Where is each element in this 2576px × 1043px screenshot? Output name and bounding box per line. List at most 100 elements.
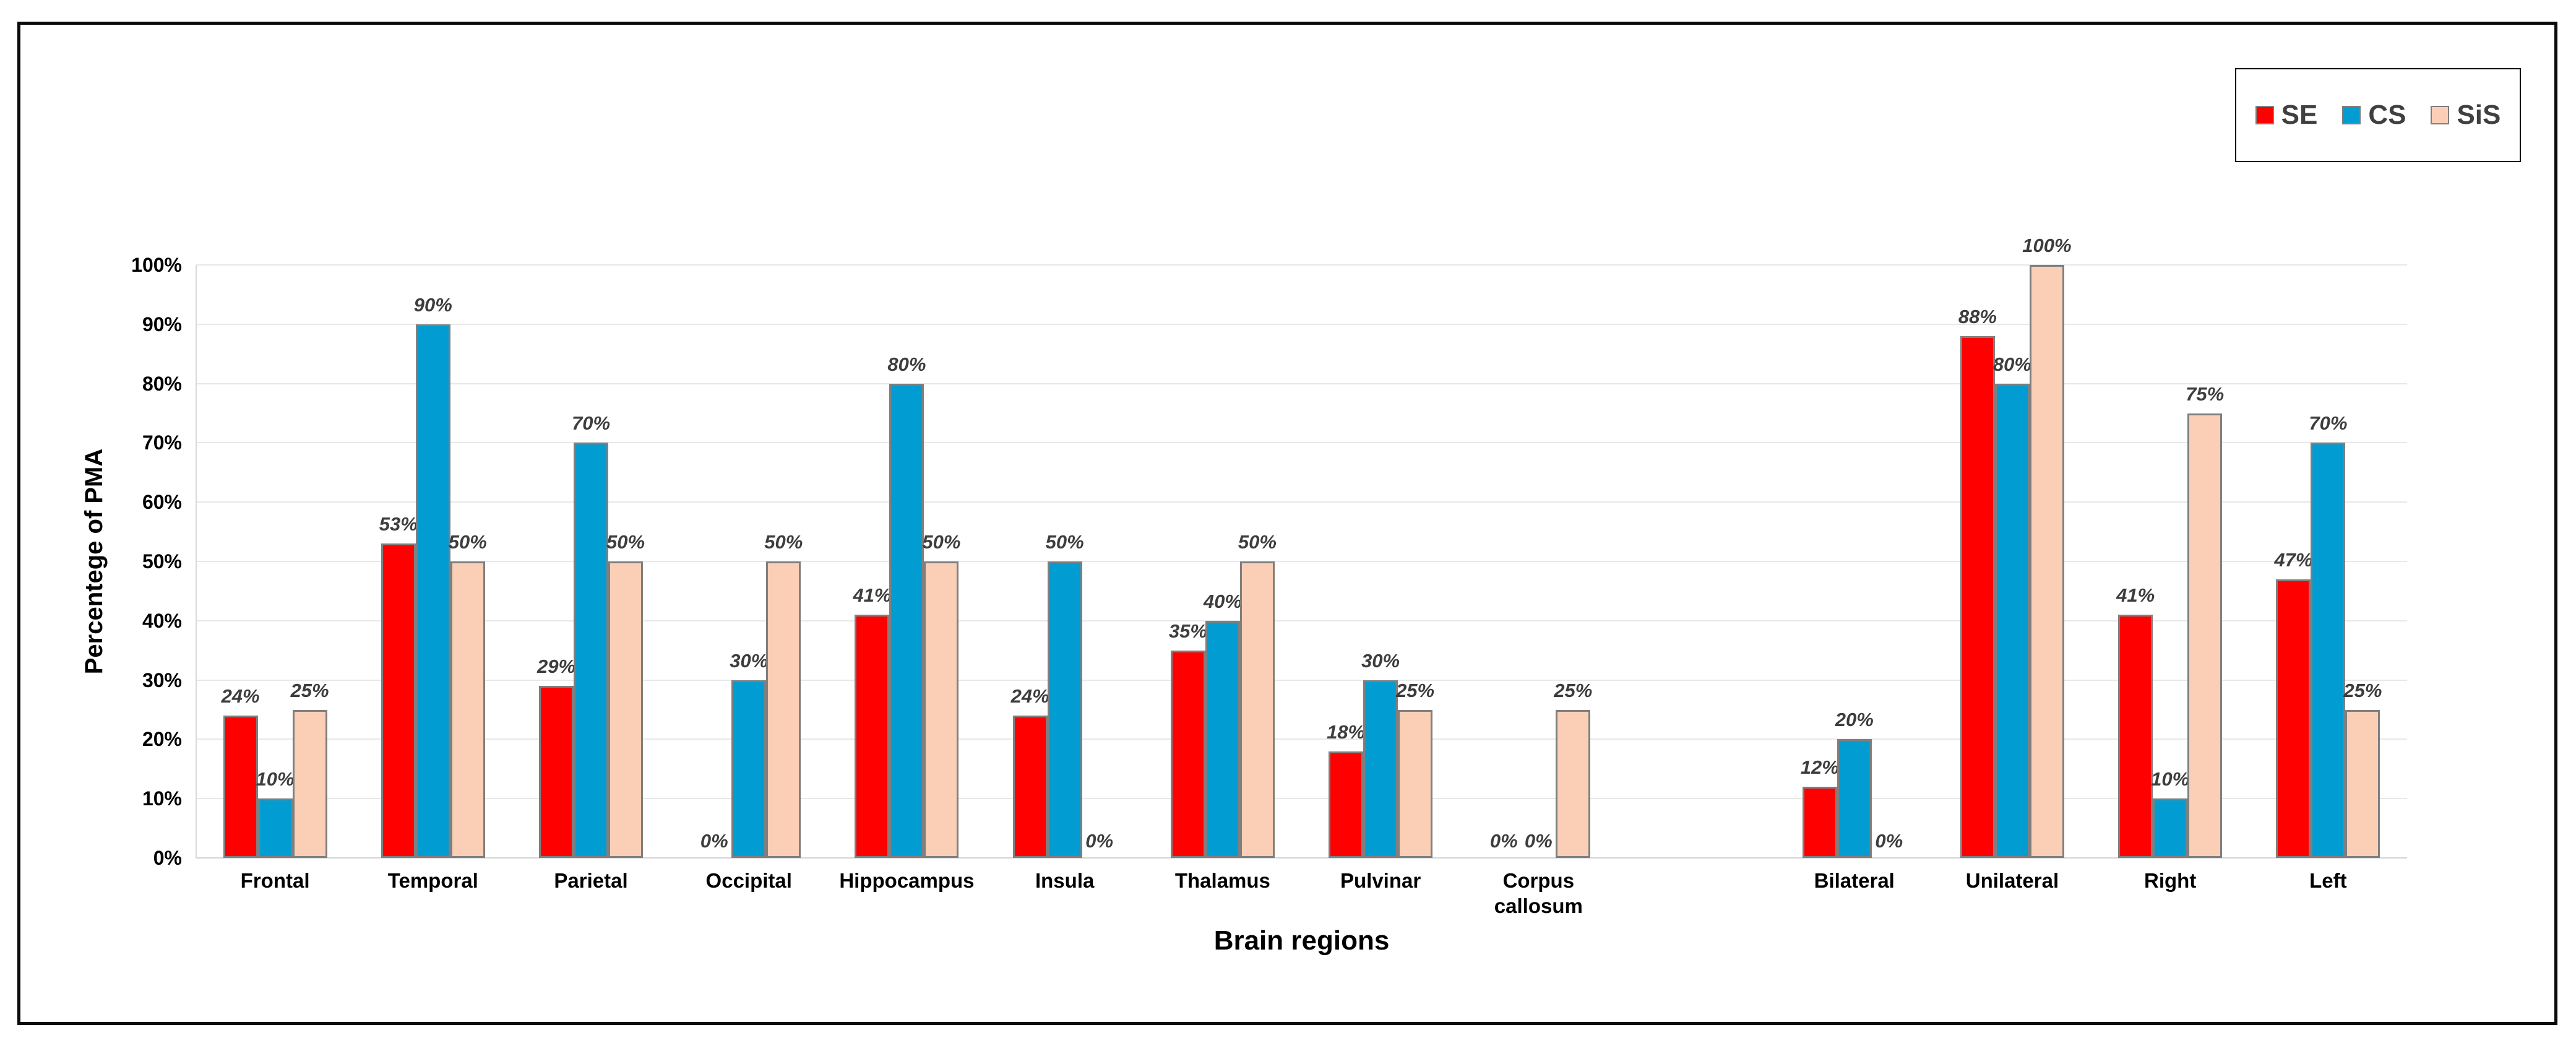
x-axis-title: Brain regions [1213,925,1390,956]
bar-value-label-SE-Temporal: 53% [379,513,418,535]
x-category-label: Frontal [240,869,310,892]
y-axis-title: Percentege of PMA [80,448,108,675]
bar-value-label-SE-Pulvinar: 18% [1327,721,1366,743]
bar-value-label-CS-Left: 70% [2309,412,2348,435]
bar-CS-Parietal [574,443,609,858]
y-tick-label: 80% [142,372,182,395]
x-category-label: Hippocampus [839,869,975,892]
gridline [196,442,2407,444]
bar-value-label-SiS-Frontal: 25% [290,679,329,701]
legend-label: SE [2281,100,2318,130]
y-tick-label: 30% [142,669,182,691]
gridline [196,738,2407,740]
bar-CS-Occipital [731,680,767,858]
x-category-label: Insula [1035,869,1095,892]
y-tick-label: 70% [142,431,182,454]
gridline [196,679,2407,681]
bar-SE-Bilateral [1802,787,1837,858]
bar-value-label-SE-Right: 41% [2116,584,2155,607]
gridline [196,620,2407,621]
bar-value-label-SE-Hippocampus: 41% [853,584,892,607]
bar-SE-Insula [1012,716,1048,858]
bar-SiS-Parietal [608,561,644,858]
bar-SE-Unilateral [1960,335,1995,858]
bar-SiS-Unilateral [2029,265,2064,858]
bar-value-label-CS-Pulvinar: 30% [1361,649,1400,672]
bar-value-label-SiS-Unilateral: 100% [2022,235,2072,256]
bar-value-label-CS-Bilateral: 20% [1835,709,1874,731]
bar-SE-Pulvinar [1329,751,1364,858]
bar-value-label-CS-Hippocampus: 80% [887,353,926,375]
y-axis-line [196,265,197,858]
bar-value-label-SE-Bilateral: 12% [1800,756,1839,779]
bar-value-label-SE-Corpus callosum: 0% [1489,830,1518,852]
bar-value-label-SiS-Bilateral: 0% [1875,830,1903,852]
bar-SE-Thalamus [1170,650,1205,858]
bar-CS-Right [2153,798,2188,858]
y-tick-label: 40% [142,609,182,632]
x-category-label: Temporal [387,869,478,892]
bar-value-label-SE-Insula: 24% [1010,685,1049,708]
bar-SE-Parietal [539,686,574,858]
gridline [196,383,2407,384]
bar-SiS-Thalamus [1239,561,1275,858]
bar-CS-Pulvinar [1363,680,1398,858]
bar-CS-Temporal [415,324,450,858]
bar-value-label-SE-Thalamus: 35% [1168,620,1207,642]
legend-item-SiS: SiS [2431,100,2501,131]
bar-value-label-SiS-Occipital: 50% [764,531,803,553]
bar-SE-Right [2118,615,2153,858]
x-axis-line [196,857,2407,859]
bar-SiS-Left [2345,709,2380,858]
bar-CS-Frontal [257,798,293,858]
legend-item-SE: SE [2255,100,2318,131]
x-category-label: Pulvinar [1340,869,1421,892]
bar-value-label-SE-Left: 47% [2274,548,2313,571]
bar-value-label-CS-Frontal: 10% [256,768,295,790]
bar-SiS-Frontal [292,709,327,858]
x-category-label: Corpus callosum [1494,869,1583,917]
x-category-label: Left [2309,869,2347,892]
y-tick-label: 60% [142,491,182,514]
gridline [196,323,2407,325]
bar-CS-Left [2311,443,2346,858]
bar-SE-Left [2276,579,2311,858]
bar-value-label-SiS-Insula: 0% [1085,830,1114,852]
bar-value-label-CS-Right: 10% [2151,768,2190,790]
bar-value-label-SiS-Corpus callosum: 25% [1554,679,1593,701]
bar-SiS-Occipital [766,561,801,858]
bar-value-label-SiS-Pulvinar: 25% [1396,679,1435,701]
x-category-label: Occipital [705,869,792,892]
y-tick-label: 20% [142,728,182,751]
y-tick-label: 90% [142,313,182,335]
bar-CS-Hippocampus [889,383,924,858]
y-tick-label: 0% [153,847,182,869]
bar-value-label-SiS-Hippocampus: 50% [922,531,961,553]
bar-CS-Unilateral [1994,383,2030,858]
x-category-label: Unilateral [1965,869,2059,892]
bar-SiS-Hippocampus [924,561,959,858]
bar-value-label-SiS-Right: 75% [2186,383,2225,405]
legend-swatch-icon [2255,106,2274,124]
legend-swatch-icon [2431,106,2450,124]
bar-SiS-Corpus callosum [1556,709,1591,858]
gridline [196,264,2407,266]
legend-swatch-icon [2342,106,2361,124]
x-category-label: Right [2144,869,2197,892]
legend-item-CS: CS [2342,100,2406,131]
bar-SiS-Right [2187,413,2223,858]
bar-SE-Frontal [223,716,258,858]
bar-value-label-SE-Unilateral: 88% [1958,305,1997,327]
bar-value-label-SiS-Left: 25% [2343,679,2382,701]
bar-CS-Thalamus [1205,620,1240,858]
gridline [196,561,2407,562]
bar-value-label-CS-Insula: 50% [1045,531,1084,553]
x-category-label: Parietal [554,869,628,892]
bar-value-label-SiS-Parietal: 50% [606,531,645,553]
bar-CS-Insula [1047,561,1082,858]
bar-value-label-SE-Parietal: 29% [537,656,576,678]
x-category-label: Thalamus [1174,869,1270,892]
bar-SE-Hippocampus [855,615,890,858]
bar-value-label-SE-Occipital: 0% [700,830,728,852]
